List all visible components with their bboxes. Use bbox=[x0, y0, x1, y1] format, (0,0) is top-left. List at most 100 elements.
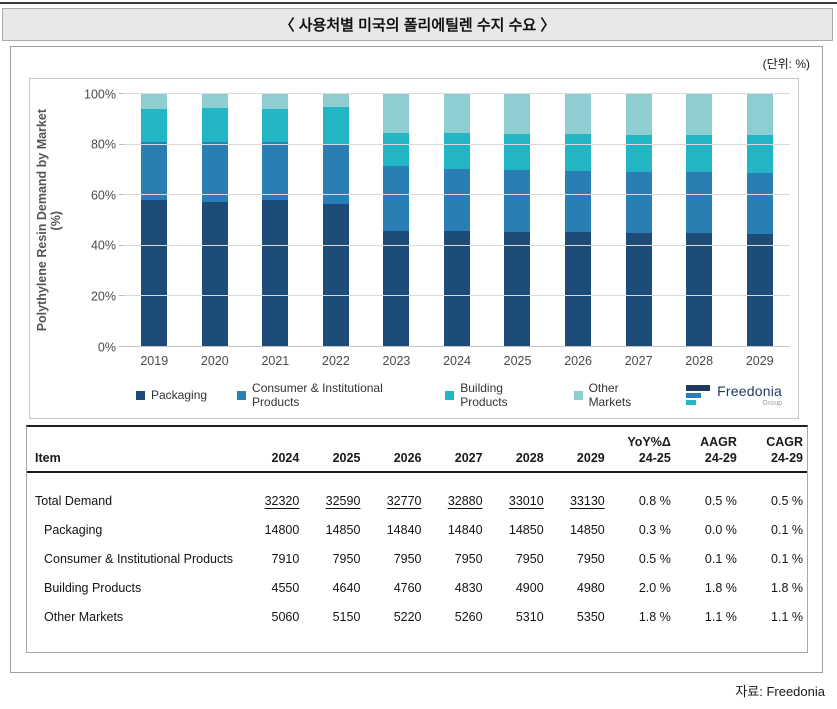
y-axis-title-unit: (%) bbox=[49, 210, 63, 231]
table-header-cell: 2024 bbox=[242, 427, 304, 474]
bar-segment bbox=[504, 169, 531, 232]
table-cell: 7950 bbox=[454, 552, 483, 567]
bar-segment bbox=[504, 94, 531, 134]
row-label: Packaging bbox=[44, 523, 103, 538]
table-cell: 0.5 % bbox=[704, 494, 737, 509]
table-cell: 14850 bbox=[569, 523, 605, 538]
table-cell: 4760 bbox=[393, 581, 422, 596]
table-cell: 5260 bbox=[454, 610, 483, 625]
table-cell: 7950 bbox=[515, 552, 544, 567]
bar-segment bbox=[141, 200, 168, 347]
table-header-cell: 2028 bbox=[486, 427, 548, 474]
bar-segment bbox=[564, 134, 591, 171]
x-tick-label: 2028 bbox=[685, 354, 714, 368]
bar-segment bbox=[686, 94, 713, 135]
table-cell: 1.8 % bbox=[638, 610, 671, 625]
legend-swatch bbox=[237, 390, 247, 400]
legend-label: Packaging bbox=[151, 388, 208, 402]
gridline bbox=[124, 143, 790, 145]
table-row: Building Products 4550 4640 4760 4830 4900 498… bbox=[27, 574, 807, 603]
bar-2028 bbox=[686, 94, 713, 347]
y-tick-mark bbox=[119, 93, 124, 94]
legend-label: Building Products bbox=[460, 381, 508, 409]
table-body: Total Demand 32320 32590 32770 32880 33010 331… bbox=[27, 472, 807, 632]
table-header-row: Item 2024 2025 2026 2027 2028 2029 YoY%Δ 24-25 AA… bbox=[27, 427, 807, 474]
bar-segment bbox=[383, 94, 410, 134]
table-cell: 1.1 % bbox=[771, 610, 803, 625]
table-cell: 7950 bbox=[576, 552, 605, 567]
bar-segment bbox=[564, 232, 591, 347]
bar-segment bbox=[564, 170, 591, 233]
underlined-value: 32770 bbox=[386, 494, 422, 509]
bar-segment bbox=[625, 94, 652, 135]
underlined-value: 32590 bbox=[325, 494, 361, 509]
bar-segment bbox=[625, 134, 652, 172]
bar-segment bbox=[686, 172, 713, 234]
header-line1: AAGR bbox=[700, 435, 737, 449]
table-cell: 5220 bbox=[393, 610, 422, 625]
x-tick-label: 2020 bbox=[200, 354, 229, 368]
y-tick-label: 60% bbox=[90, 187, 116, 202]
table-row: Total Demand 32320 32590 32770 32880 33010 331… bbox=[27, 472, 807, 516]
table-cell: 5150 bbox=[332, 610, 361, 625]
header-line2: 2028 bbox=[515, 450, 544, 465]
header-line1: YoY%Δ bbox=[627, 435, 671, 449]
source-label: 자료: Freedonia bbox=[735, 684, 825, 699]
bar-segment bbox=[141, 94, 168, 110]
table-cell: 0.3 % bbox=[638, 523, 671, 538]
table-cell: 0.1 % bbox=[704, 552, 737, 567]
y-tick-label: 80% bbox=[90, 137, 116, 152]
y-tick-label: 20% bbox=[90, 289, 116, 304]
bar-segment bbox=[201, 201, 228, 347]
header-line2: 24-29 bbox=[771, 450, 803, 465]
chart-legend: Packaging Consumer & Institutional Produc… bbox=[136, 381, 788, 409]
table-header-cell: Item bbox=[27, 427, 243, 474]
bar-segment bbox=[262, 142, 289, 201]
bar-2022 bbox=[322, 94, 349, 347]
y-axis-tick-labels: 100% 80% 60% 40% 20% 0% bbox=[68, 88, 124, 353]
bar-segment bbox=[564, 94, 591, 135]
legend-item: Building Products bbox=[445, 381, 543, 409]
y-tick-mark bbox=[119, 295, 124, 297]
figure-title-bar: 〈 사용처별 미국의 폴리에틸렌 수지 수요 〉 bbox=[2, 8, 833, 41]
bar-2023 bbox=[383, 94, 410, 347]
table-cell: 14840 bbox=[447, 523, 483, 538]
gridline bbox=[124, 93, 790, 94]
table-cell: 4830 bbox=[454, 581, 483, 596]
bar-segment bbox=[322, 144, 349, 205]
table-header-cell: CAGR 24-29 bbox=[740, 427, 807, 474]
bar-segment bbox=[201, 142, 228, 202]
bar-segment bbox=[262, 109, 289, 143]
bar-segment bbox=[322, 106, 349, 145]
y-tick-label: 100% bbox=[84, 86, 116, 101]
table-cell: 32770 bbox=[364, 472, 425, 516]
underlined-value: 33010 bbox=[508, 494, 544, 509]
bar-segment bbox=[383, 230, 410, 347]
bar-segment bbox=[686, 233, 713, 347]
header-line2: 2024 bbox=[271, 450, 300, 465]
bar-segment bbox=[746, 135, 773, 173]
table-cell: 14850 bbox=[325, 523, 361, 538]
bar-segment bbox=[746, 233, 773, 347]
bar-segment bbox=[262, 94, 289, 110]
table-header-cell: 2025 bbox=[303, 427, 365, 474]
table-cell: 0.5 % bbox=[638, 552, 671, 567]
table-cell: 0.5 % bbox=[771, 494, 803, 509]
bar-segment bbox=[383, 133, 410, 167]
table-row: Consumer & Institutional Products 7910 795… bbox=[27, 545, 807, 574]
table-cell: 7910 bbox=[271, 552, 300, 567]
table-header-cell: 2027 bbox=[425, 427, 487, 474]
table-cell: 4550 bbox=[271, 581, 300, 596]
table-cell: 32320 bbox=[242, 472, 303, 516]
x-tick-label: 2019 bbox=[140, 354, 169, 368]
table-cell: 33010 bbox=[487, 472, 548, 516]
bar-segment bbox=[141, 109, 168, 143]
x-tick-label: 2022 bbox=[322, 354, 350, 368]
x-axis-tick-labels: 2019 2020 2021 2022 2023 2024 2025 2026 2027 2028… bbox=[124, 347, 790, 368]
table-cell: 5350 bbox=[576, 610, 605, 625]
bar-2019 bbox=[141, 94, 168, 347]
legend-swatch bbox=[136, 390, 145, 400]
table-header-cell: 2026 bbox=[364, 427, 426, 474]
row-label: Building Products bbox=[44, 581, 142, 596]
table-cell: 0.0 % bbox=[704, 523, 737, 538]
